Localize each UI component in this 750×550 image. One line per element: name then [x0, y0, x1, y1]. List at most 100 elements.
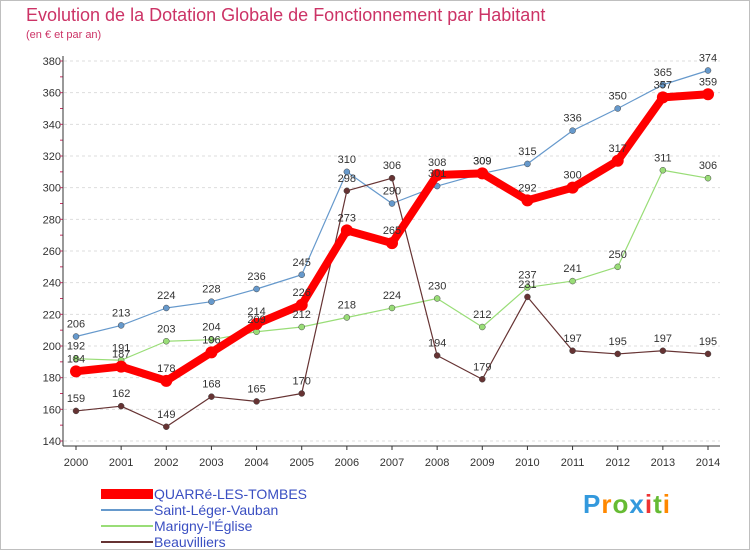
data-label: 310 [338, 154, 356, 166]
y-tick-label: 380 [43, 56, 61, 68]
data-label: 204 [202, 322, 220, 334]
data-point [388, 200, 396, 207]
data-label: 300 [563, 170, 581, 182]
y-tick-label: 340 [43, 119, 61, 131]
x-tick-label: 2007 [380, 457, 404, 469]
y-tick-label: 220 [43, 309, 61, 321]
data-point [614, 105, 621, 112]
data-label: 170 [293, 376, 311, 388]
data-point [163, 423, 170, 430]
data-label: 245 [293, 257, 311, 269]
data-label: 309 [473, 155, 491, 167]
data-label: 306 [699, 160, 717, 172]
data-point [524, 160, 531, 168]
data-label: 206 [67, 319, 85, 331]
y-tick-label: 240 [43, 278, 61, 290]
data-point [386, 237, 398, 250]
data-label: 224 [383, 290, 401, 302]
data-point [208, 298, 215, 305]
chart-subtitle: (en € et par an) [26, 29, 102, 41]
data-point [479, 323, 486, 331]
data-point [163, 338, 170, 345]
x-tick-label: 2009 [470, 457, 494, 469]
data-point [566, 181, 579, 194]
data-label: 187 [112, 349, 130, 361]
x-tick-label: 2008 [425, 457, 449, 469]
data-label: 290 [383, 186, 401, 198]
data-label: 196 [202, 334, 220, 346]
data-point [160, 374, 173, 387]
proxiti-logo: Proxiti [583, 489, 671, 520]
data-point [295, 298, 308, 311]
data-label: 374 [699, 53, 717, 65]
data-point [704, 174, 712, 182]
data-label: 250 [609, 249, 627, 261]
legend-swatch [101, 509, 153, 511]
data-label: 195 [609, 336, 627, 348]
data-label: 197 [654, 333, 672, 345]
data-point [702, 88, 714, 101]
x-tick-label: 2001 [109, 457, 133, 469]
data-point [343, 168, 351, 176]
data-point [163, 304, 170, 312]
data-point [117, 402, 125, 410]
x-tick-label: 2002 [154, 457, 178, 469]
logo-letter: i [644, 489, 654, 519]
x-tick-label: 2000 [64, 457, 88, 469]
data-label: 212 [473, 309, 491, 321]
legend-swatch [101, 541, 153, 543]
data-label: 292 [518, 182, 536, 194]
x-tick-label: 2004 [244, 457, 268, 469]
data-point [72, 333, 80, 340]
data-label: 197 [563, 333, 581, 345]
y-tick-label: 200 [43, 341, 61, 353]
data-point [521, 194, 534, 207]
data-label: 194 [428, 338, 446, 350]
data-point [569, 277, 576, 285]
logo-letter: r [601, 489, 613, 519]
data-point [388, 174, 396, 182]
data-label: 301 [428, 168, 446, 180]
data-point [388, 304, 396, 312]
data-label: 309 [473, 155, 491, 167]
data-label: 308 [428, 157, 446, 169]
x-tick-label: 2010 [515, 457, 539, 469]
y-tick-label: 280 [43, 214, 61, 226]
data-label: 192 [67, 341, 85, 353]
data-point [72, 355, 80, 362]
x-tick-label: 2006 [335, 457, 359, 469]
data-point [611, 154, 624, 167]
legend-label: Saint-Léger-Vauban [154, 502, 279, 518]
data-point [431, 169, 444, 181]
data-point [253, 285, 260, 293]
data-label: 195 [699, 336, 717, 348]
data-label: 159 [67, 393, 85, 405]
data-point [70, 365, 82, 378]
data-label: 209 [247, 314, 265, 326]
logo-letter: x [629, 489, 645, 519]
data-label: 149 [157, 409, 175, 421]
data-label: 265 [383, 225, 401, 237]
y-tick-label: 300 [43, 183, 61, 195]
y-tick-label: 160 [43, 404, 61, 416]
logo-letter: o [612, 489, 630, 519]
logo-letter: P [583, 489, 602, 519]
legend-label: Marigny-l'Église [154, 518, 253, 534]
data-point [115, 360, 128, 373]
data-point [569, 347, 576, 354]
data-label: 350 [609, 91, 627, 103]
data-label: 315 [518, 146, 536, 158]
logo-letter: i [662, 489, 671, 519]
data-label: 184 [67, 353, 85, 365]
legend-label: QUARRé-LES-TOMBES [154, 486, 307, 502]
data-point [343, 314, 351, 321]
data-label: 357 [654, 79, 672, 91]
data-point [704, 350, 712, 358]
data-point [614, 263, 621, 271]
legend-swatch [101, 489, 153, 499]
data-label: 298 [338, 173, 356, 185]
data-label: 212 [293, 309, 311, 321]
legend-swatch [101, 525, 153, 527]
